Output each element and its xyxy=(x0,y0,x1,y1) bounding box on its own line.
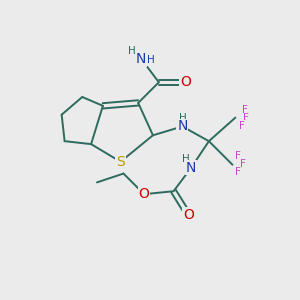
Text: O: O xyxy=(183,208,194,222)
Text: F: F xyxy=(236,152,241,161)
Text: O: O xyxy=(180,75,191,89)
Text: F: F xyxy=(243,113,249,123)
Text: H: H xyxy=(182,154,190,164)
Text: O: O xyxy=(139,187,149,201)
Text: F: F xyxy=(236,167,241,177)
Text: H: H xyxy=(178,113,186,123)
Text: F: F xyxy=(242,105,248,115)
Text: F: F xyxy=(240,159,246,169)
Text: N: N xyxy=(136,52,146,66)
Text: S: S xyxy=(116,155,125,169)
Text: N: N xyxy=(177,119,188,134)
Text: N: N xyxy=(186,161,196,175)
Text: H: H xyxy=(128,46,136,56)
Text: F: F xyxy=(239,121,245,131)
Text: H: H xyxy=(147,55,154,65)
